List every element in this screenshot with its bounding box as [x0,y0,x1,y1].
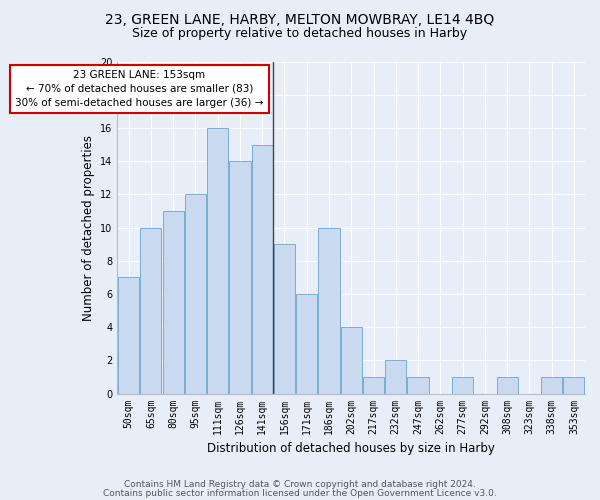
Bar [363,377,384,394]
Bar [319,228,340,394]
Bar [163,211,184,394]
Bar [274,244,295,394]
Bar [118,278,139,394]
Text: Contains public sector information licensed under the Open Government Licence v3: Contains public sector information licen… [103,488,497,498]
Bar [385,360,406,394]
Bar [140,228,161,394]
Text: 23, GREEN LANE, HARBY, MELTON MOWBRAY, LE14 4BQ: 23, GREEN LANE, HARBY, MELTON MOWBRAY, L… [106,12,494,26]
Text: Size of property relative to detached houses in Harby: Size of property relative to detached ho… [133,28,467,40]
Bar [407,377,428,394]
Bar [452,377,473,394]
X-axis label: Distribution of detached houses by size in Harby: Distribution of detached houses by size … [208,442,495,455]
Text: 23 GREEN LANE: 153sqm
← 70% of detached houses are smaller (83)
30% of semi-deta: 23 GREEN LANE: 153sqm ← 70% of detached … [15,70,263,108]
Text: Contains HM Land Registry data © Crown copyright and database right 2024.: Contains HM Land Registry data © Crown c… [124,480,476,489]
Bar [207,128,228,394]
Bar [497,377,518,394]
Bar [563,377,584,394]
Bar [229,161,251,394]
Y-axis label: Number of detached properties: Number of detached properties [82,134,95,320]
Bar [296,294,317,394]
Bar [541,377,562,394]
Bar [251,144,273,394]
Bar [185,194,206,394]
Bar [341,327,362,394]
